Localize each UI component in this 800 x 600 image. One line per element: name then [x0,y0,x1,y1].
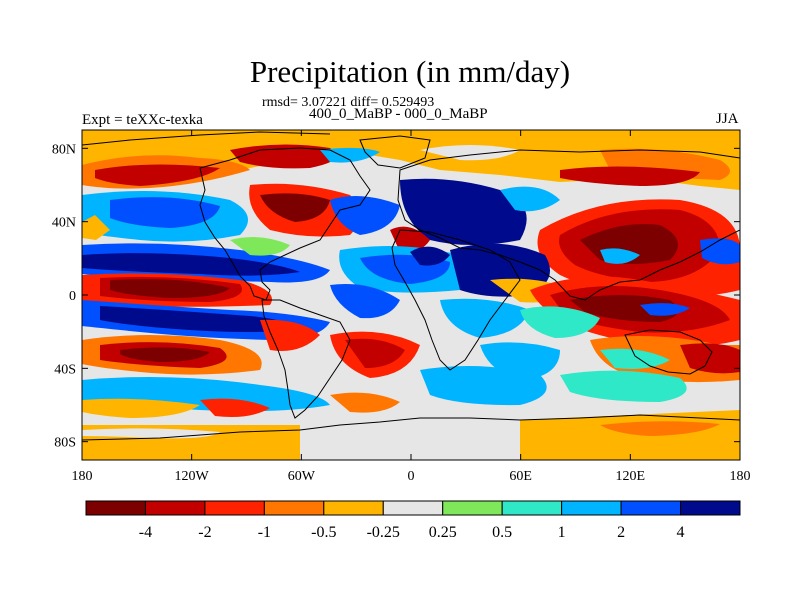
colorbar-label: -4 [139,524,152,541]
lat-tick-label: 80S [54,436,76,451]
field-region [390,226,430,253]
field-region [330,196,400,235]
field-region [110,279,230,298]
field-region [410,246,450,266]
field-region [200,398,270,417]
colorbar-swatch [382,500,444,516]
colorbar-label: 2 [617,524,625,541]
colorbar-swatch [144,500,206,516]
field-region [600,421,720,436]
field-region [680,343,740,374]
lat-tick-label: 80N [52,142,76,157]
field-region [560,166,700,186]
coastlines [82,131,740,441]
coastline-south-america [261,299,351,419]
colorbar-label: -2 [198,524,211,541]
field-region [82,215,110,240]
colorbar-swatch [323,500,384,516]
field-region [260,193,330,222]
field-region [440,298,530,338]
coastline-australia [624,329,713,375]
field-region [570,295,678,322]
colorbar-label: -1 [258,524,271,541]
lon-tick-label: 180 [730,469,751,484]
field-region [330,392,400,413]
map-subtitle: 400_0_MaBP - 000_0_MaBP [309,106,488,122]
field-region [230,144,337,169]
colorbar-swatch [263,500,325,516]
coastline-europe-asia [397,149,740,301]
coastline-north-america [199,147,371,301]
lon-tick-label: 180 [72,469,93,484]
latitude-ticks: 80N 40N 0 40S 80S [52,142,740,451]
colorbar-swatch [204,500,265,516]
experiment-label: Expt = teXXc-texka [82,112,203,128]
precipitation-field [82,130,740,460]
field-region [640,303,690,316]
colorbar-swatch [442,500,503,516]
colorbar-label: 0.5 [492,524,512,541]
colorbar-swatch [561,500,622,516]
field-region [82,398,200,418]
coastline-africa [391,229,521,371]
coastline-antarctica [82,414,740,441]
lon-tick-label: 120E [616,469,646,484]
lon-tick-label: 60W [288,469,316,484]
field-region [520,306,600,338]
colorbar-label: -0.25 [367,524,400,541]
colorbar-swatch [501,500,563,516]
field-region [500,186,560,212]
season-label: JJA [716,111,739,127]
field-region [420,366,547,406]
field-region [95,164,220,186]
field-region [110,197,220,228]
colorbar-label: -0.5 [311,524,336,541]
field-region [82,253,300,276]
colorbar-label: 0.25 [429,524,457,541]
colorbar-swatch [620,500,682,516]
colorbar-swatch [85,500,146,516]
lon-tick-label: 0 [408,469,415,484]
stats-text: rmsd= 3.07221 diff= 0.529493 [262,95,435,110]
coastline-arctic [82,131,331,146]
coastline-greenland [359,135,431,169]
field-region [400,178,527,245]
colorbar: -4 -2 -1 -0.5 -0.25 0.25 0.5 1 2 4 [85,500,741,541]
field-region [330,284,400,319]
colorbar-label: 4 [677,524,685,541]
longitude-ticks: 180 120W 60W 0 60E 120E 180 [72,130,751,484]
field-region [420,145,520,161]
field-region [100,306,300,332]
map-title: Precipitation (in mm/day) [249,54,571,89]
field-region [120,347,210,362]
colorbar-swatch [680,500,741,516]
field-region [345,338,405,368]
lat-tick-label: 40S [54,362,76,377]
colorbar-label: 1 [558,524,566,541]
lat-tick-label: 40N [52,216,76,231]
lon-tick-label: 60E [509,469,532,484]
field-region [230,236,290,256]
field-region [560,370,687,402]
field-region [600,348,670,369]
lon-tick-label: 120W [175,469,210,484]
field-region [700,238,740,265]
field-region [600,248,640,264]
lat-tick-label: 0 [69,289,76,304]
